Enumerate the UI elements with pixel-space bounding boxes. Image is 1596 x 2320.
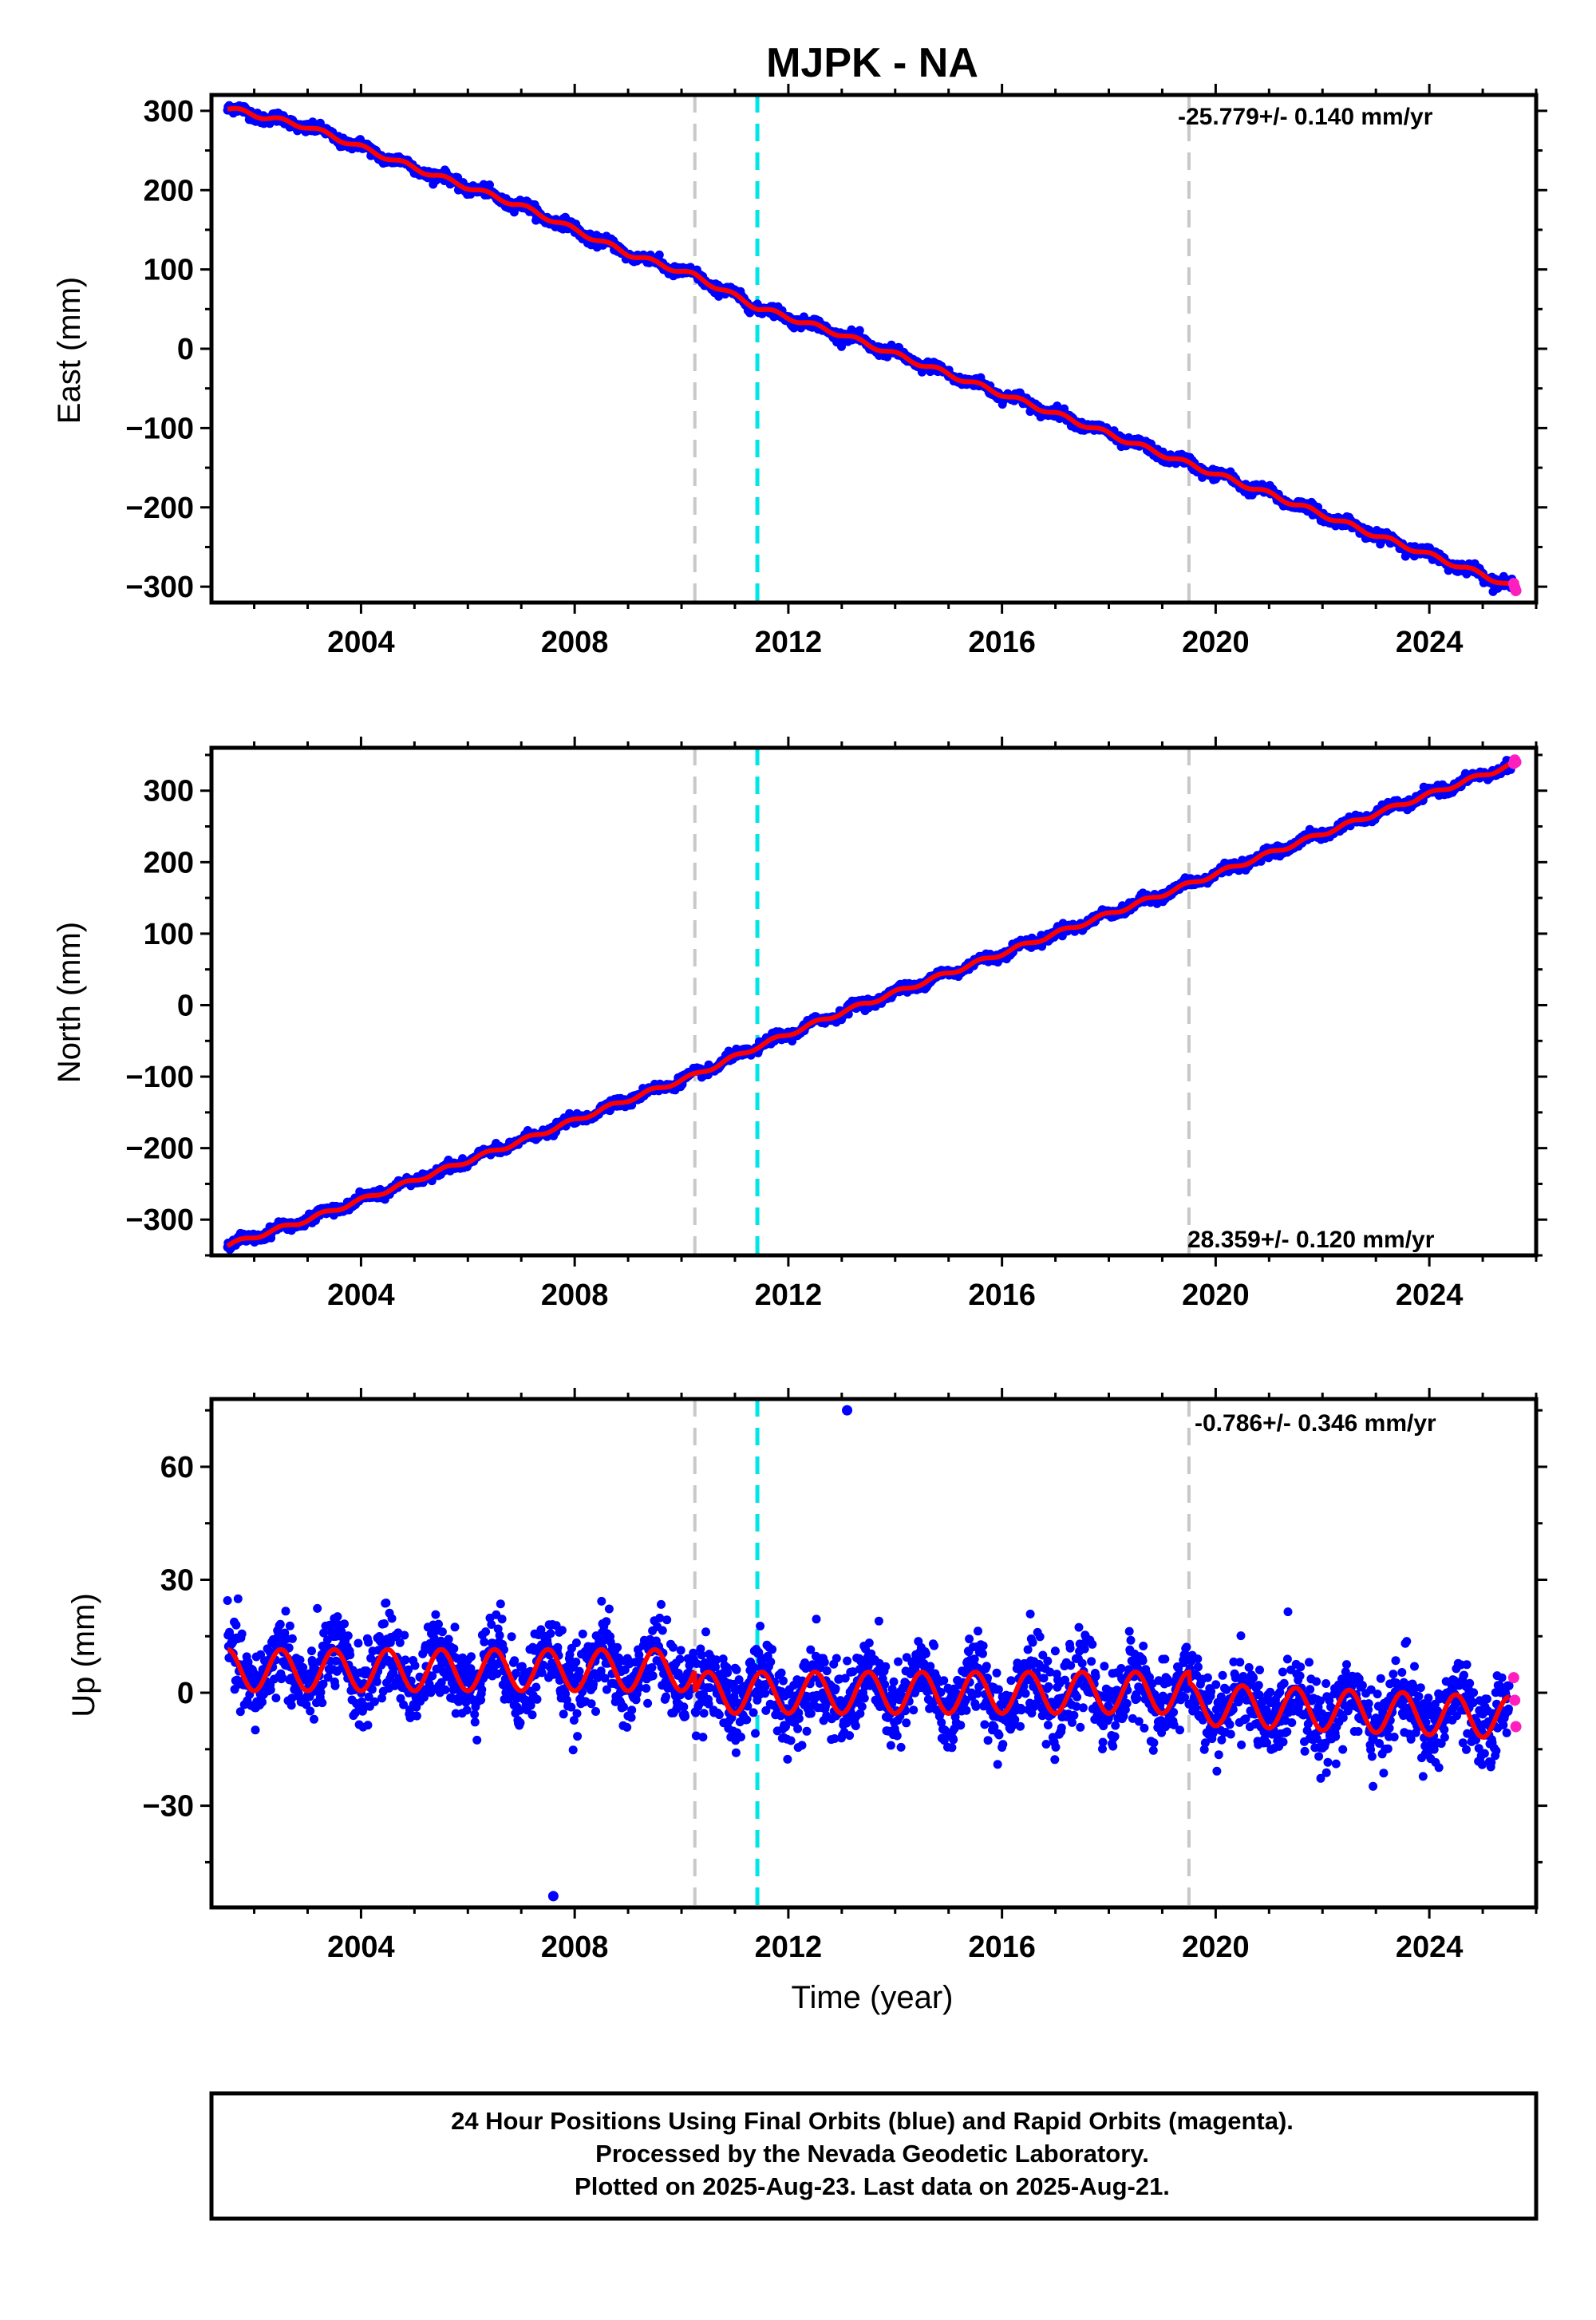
east-y-tick-label: 300 xyxy=(144,95,194,128)
up-point xyxy=(258,1698,267,1706)
north-x-tick-label: 2012 xyxy=(755,1279,823,1312)
north-x-tick-label: 2020 xyxy=(1182,1279,1250,1312)
east-y-tick-label: 0 xyxy=(177,333,194,366)
up-ylabel: Up (mm) xyxy=(66,1593,101,1717)
up-point xyxy=(364,1721,373,1729)
up-point xyxy=(400,1631,409,1640)
up-point xyxy=(401,1655,410,1664)
east-y-tick-label: 100 xyxy=(144,254,194,287)
east-x-tick-label: 2008 xyxy=(541,626,609,659)
figure-title: MJPK - NA xyxy=(766,40,978,86)
north-x-tick-label: 2008 xyxy=(541,1279,609,1312)
east-y-tick-label: 200 xyxy=(144,174,194,207)
east-y-tick-label: −300 xyxy=(125,571,194,604)
up-point xyxy=(331,1682,340,1690)
up-point xyxy=(411,1662,420,1670)
up-point xyxy=(340,1619,349,1628)
up-point xyxy=(288,1634,297,1643)
up-point xyxy=(234,1595,243,1603)
east-x-tick-label: 2012 xyxy=(755,626,823,659)
up-point xyxy=(310,1715,318,1724)
up-point xyxy=(380,1619,389,1628)
east-y-tick-label: −200 xyxy=(125,492,194,525)
north-y-tick-label: −300 xyxy=(125,1203,194,1237)
up-point xyxy=(381,1599,390,1607)
north-y-tick-label: −200 xyxy=(125,1132,194,1166)
east-x-tick-label: 2020 xyxy=(1182,626,1250,659)
north-y-tick-label: 200 xyxy=(144,846,194,879)
up-point xyxy=(334,1612,342,1621)
up-point xyxy=(231,1621,240,1630)
up-point xyxy=(354,1639,362,1648)
east-rate-label: -25.779+/- 0.140 mm/yr xyxy=(1178,104,1433,130)
up-xlabel: Time (year) xyxy=(792,1980,954,2015)
up-point xyxy=(318,1698,326,1707)
up-point xyxy=(364,1638,373,1646)
up-point xyxy=(313,1604,322,1613)
north-y-tick-label: −100 xyxy=(125,1061,194,1094)
up-point xyxy=(271,1694,280,1702)
up-point xyxy=(286,1622,294,1630)
up-point xyxy=(238,1630,247,1638)
up-point xyxy=(267,1686,275,1694)
up-point xyxy=(344,1631,353,1640)
north-rapid-point xyxy=(1511,757,1522,768)
up-point xyxy=(296,1656,305,1665)
up-point xyxy=(298,1663,307,1672)
north-y-tick-label: 0 xyxy=(177,989,194,1022)
north-y-tick-label: 300 xyxy=(144,775,194,808)
north-x-tick-label: 2016 xyxy=(968,1279,1036,1312)
up-point xyxy=(413,1712,421,1721)
up-point xyxy=(251,1725,260,1734)
north-ylabel: North (mm) xyxy=(52,922,87,1083)
east-point xyxy=(655,251,664,259)
east-x-tick-label: 2024 xyxy=(1396,626,1464,659)
north-y-tick-label: 100 xyxy=(144,918,194,951)
north-x-tick-label: 2004 xyxy=(327,1279,395,1312)
east-y-tick-label: −100 xyxy=(125,412,194,445)
up-point xyxy=(223,1596,232,1605)
up-point xyxy=(276,1620,285,1629)
up-point xyxy=(373,1678,381,1686)
east-rapid-point xyxy=(1511,585,1522,596)
up-point xyxy=(307,1646,316,1655)
up-point xyxy=(282,1607,290,1615)
up-point xyxy=(306,1707,314,1716)
north-x-tick-label: 2024 xyxy=(1396,1279,1464,1312)
east-ylabel: East (mm) xyxy=(52,277,87,424)
north-rate-label: 28.359+/- 0.120 mm/yr xyxy=(1187,1227,1435,1253)
up-point xyxy=(396,1638,405,1647)
east-x-tick-label: 2004 xyxy=(327,626,395,659)
up-point xyxy=(346,1650,354,1659)
up-point xyxy=(388,1615,397,1623)
east-x-tick-label: 2016 xyxy=(968,626,1036,659)
